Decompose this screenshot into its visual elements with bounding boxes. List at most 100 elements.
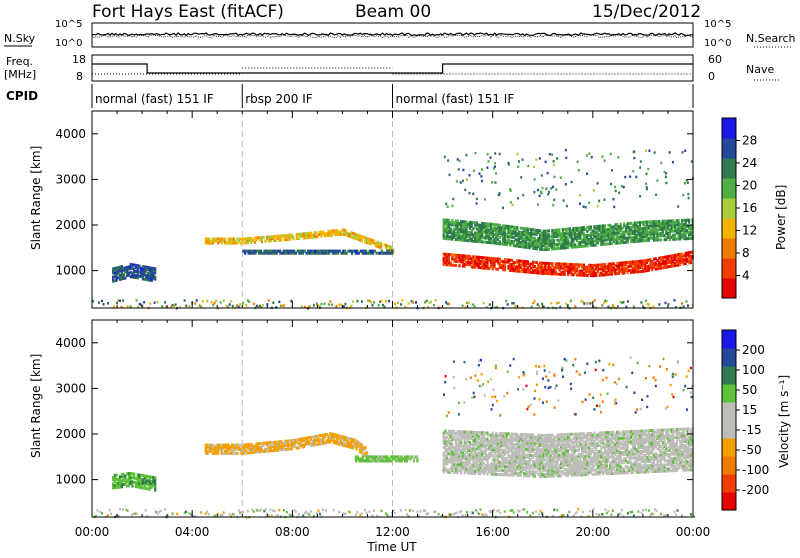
heatmap-cell (224, 238, 226, 241)
heatmap-cell (516, 226, 518, 229)
heatmap-cell (687, 193, 689, 196)
heatmap-cell (388, 300, 390, 303)
heatmap-cell (239, 303, 241, 306)
heatmap-cell (223, 299, 225, 302)
heatmap-cell (555, 188, 557, 191)
heatmap-cell (558, 228, 560, 231)
heatmap-cell (578, 169, 580, 172)
heatmap-cell (665, 302, 667, 305)
heatmap-cell (480, 175, 482, 178)
heatmap-cell (594, 299, 596, 302)
heatmap-cell (499, 153, 501, 156)
heatmap-cell (534, 178, 536, 181)
heatmap-cell (154, 267, 156, 270)
heatmap-cell (539, 157, 541, 160)
heatmap-cell (658, 303, 660, 306)
date-title: 15/Dec/2012 (592, 2, 701, 22)
heatmap-cell (520, 176, 522, 179)
heatmap-cell (323, 303, 325, 306)
colorbar-swatch (722, 138, 736, 159)
heatmap-cell (469, 174, 471, 177)
heatmap-cell (378, 304, 380, 307)
heatmap-cell (101, 300, 103, 303)
y-tick-label: 2000 (55, 218, 86, 232)
heatmap-cell (292, 236, 294, 239)
heatmap-cell (350, 305, 352, 308)
heatmap-cell (517, 165, 519, 168)
heatmap-cell (646, 173, 648, 176)
heatmap-cell (533, 191, 535, 194)
heatmap-cell (430, 301, 432, 304)
heatmap-cell (590, 226, 592, 229)
heatmap-cell (366, 451, 368, 454)
heatmap-cell (646, 188, 648, 191)
heatmap-cell (687, 181, 689, 184)
heatmap-cell (622, 301, 624, 304)
heatmap-cell (517, 153, 519, 156)
heatmap-cell (476, 198, 478, 201)
heatmap-cell (505, 300, 507, 303)
heatmap-cell (512, 204, 514, 207)
heatmap-cell (447, 206, 449, 209)
heatmap-cell (468, 192, 470, 195)
colorbar-tick-label: 20 (742, 179, 757, 193)
heatmap-cell (518, 160, 520, 163)
heatmap-cell (674, 299, 676, 302)
power-ylabel: Slant Range [km] (29, 146, 43, 250)
heatmap-cell (373, 240, 375, 243)
heatmap-cell (571, 181, 573, 184)
heatmap-cell (116, 302, 118, 305)
heatmap-cell (385, 300, 387, 303)
heatmap-cell (686, 300, 688, 303)
heatmap-cell (656, 179, 658, 182)
heatmap-cell (586, 302, 588, 305)
heatmap-cell (489, 303, 491, 306)
heatmap-cell (585, 206, 587, 209)
heatmap-cell (588, 202, 590, 205)
heatmap-cell (175, 303, 177, 306)
heatmap-cell (538, 305, 540, 308)
noise-tick-high-right: 10^5 (704, 19, 731, 30)
freq-tick-low: 8 (76, 70, 83, 83)
heatmap-cell (468, 302, 470, 305)
heatmap-cell (606, 300, 608, 303)
heatmap-cell (472, 193, 474, 196)
heatmap-cell (119, 300, 121, 303)
heatmap-cell (548, 229, 550, 232)
heatmap-cell (688, 219, 690, 222)
heatmap-cell (245, 304, 247, 307)
heatmap-cell (553, 160, 555, 163)
colorbar-swatch (722, 258, 736, 279)
heatmap-cell (545, 161, 547, 164)
heatmap-cell (466, 178, 468, 181)
heatmap-cell (577, 161, 579, 164)
heatmap-cell (466, 154, 468, 157)
heatmap-cell (579, 202, 581, 205)
cpid-mode-label: rbsp 200 IF (245, 92, 312, 106)
heatmap-cell (645, 149, 647, 152)
heatmap-cell (433, 304, 435, 307)
heatmap-cell (684, 182, 686, 185)
heatmap-cell (550, 302, 552, 305)
heatmap-cell (206, 300, 208, 303)
heatmap-cell (283, 304, 285, 307)
heatmap-cell (604, 160, 606, 163)
colorbar-swatch (722, 158, 736, 179)
heatmap-cell (262, 304, 264, 307)
heatmap-cell (136, 299, 138, 302)
colorbar-tick-label: 8 (742, 246, 750, 260)
colorbar-swatch (722, 198, 736, 219)
noise-tick-low: 10^0 (55, 38, 82, 49)
heatmap-cell (588, 152, 590, 155)
heatmap-cell (533, 166, 535, 169)
heatmap-cell (684, 150, 686, 153)
colorbar-swatch (722, 278, 736, 299)
heatmap-cell (604, 198, 606, 201)
freq-unit: [MHz] (4, 68, 36, 81)
heatmap-cell (451, 442, 453, 445)
heatmap-cell (457, 158, 459, 161)
y-tick-label: 3000 (55, 172, 86, 186)
